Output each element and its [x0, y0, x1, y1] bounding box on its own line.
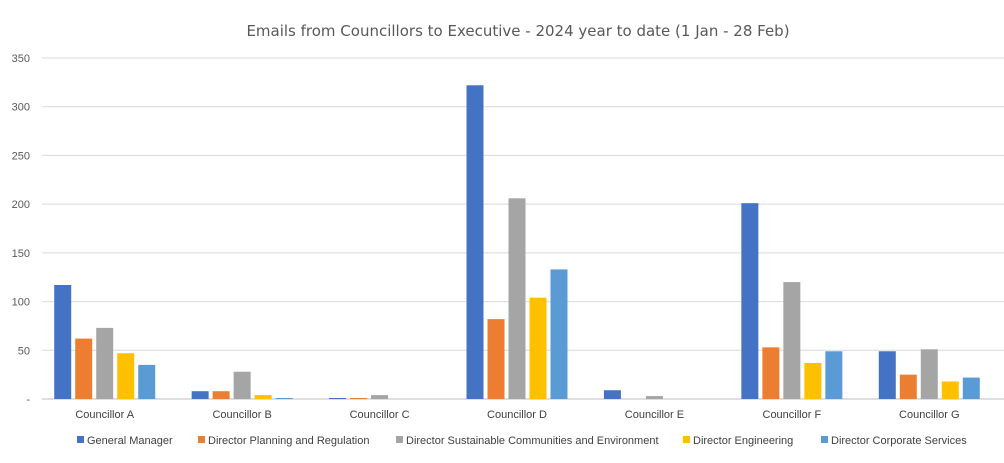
legend-swatch: [396, 436, 403, 443]
y-tick-label: 100: [12, 297, 30, 309]
y-tick-label: 50: [18, 345, 30, 357]
legend-label: Director Corporate Services: [831, 435, 967, 447]
bar-4-1: [466, 85, 484, 399]
bar-3-1: [329, 398, 347, 399]
bar-4-3: [508, 198, 526, 399]
bar-3-2: [350, 398, 368, 399]
legend-swatch: [821, 436, 828, 443]
x-tick-label: Councillor C: [350, 409, 410, 421]
bar-4-4: [529, 297, 547, 399]
bar-6-5: [825, 351, 843, 399]
bar-1-1: [54, 285, 72, 399]
bar-5-3: [645, 396, 663, 399]
bar-5-1: [603, 390, 621, 399]
y-tick-label: 350: [12, 53, 30, 65]
bar-1-5: [138, 364, 156, 399]
legend-label: Director Planning and Regulation: [208, 435, 369, 447]
legend-label: Director Sustainable Communities and Env…: [406, 435, 659, 447]
x-tick-label: Councillor G: [899, 409, 960, 421]
legend-swatch: [683, 436, 690, 443]
bar-2-4: [254, 395, 272, 399]
y-tick-label: 150: [12, 248, 30, 260]
legend-label: Director Engineering: [693, 435, 793, 447]
category-labels: Councillor A Councillor B Councillor C Coun…: [75, 409, 959, 421]
bar-7-3: [920, 349, 938, 399]
x-tick-label: Councillor F: [763, 409, 822, 421]
x-tick-label: Councillor D: [487, 409, 547, 421]
bar-7-4: [941, 381, 959, 399]
bar-4-5: [550, 269, 568, 399]
y-axis-ticks: - 50 100 150 200 250 300 350: [12, 53, 31, 406]
bar-6-4: [804, 362, 822, 399]
bars: [54, 85, 980, 399]
y-tick-label: 300: [12, 102, 30, 114]
bar-1-3: [96, 327, 114, 399]
x-tick-label: Councillor A: [75, 409, 134, 421]
y-tick-label: 200: [12, 199, 30, 211]
bar-1-2: [75, 338, 93, 399]
bar-7-1: [878, 351, 896, 399]
legend-swatch: [198, 436, 205, 443]
bar-4-2: [487, 319, 505, 399]
chart-title: Emails from Councillors to Executive - 2…: [246, 22, 789, 40]
legend: General Manager Director Planning and Reg…: [77, 435, 967, 447]
bar-6-3: [783, 282, 801, 399]
bar-6-2: [762, 347, 780, 399]
legend-label: General Manager: [87, 435, 173, 447]
bar-7-5: [962, 377, 980, 399]
bar-3-3: [371, 395, 389, 399]
bar-7-2: [899, 374, 917, 399]
bar-2-1: [191, 391, 209, 399]
bar-2-2: [212, 391, 230, 399]
legend-swatch: [77, 436, 84, 443]
x-tick-label: Councillor E: [625, 409, 684, 421]
bar-2-5: [275, 398, 293, 399]
y-tick-label: 250: [12, 150, 30, 162]
bar-6-1: [741, 203, 759, 399]
bar-1-4: [117, 353, 135, 399]
x-tick-label: Councillor B: [212, 409, 271, 421]
bar-2-3: [233, 371, 251, 399]
y-tick-label: -: [26, 394, 30, 406]
